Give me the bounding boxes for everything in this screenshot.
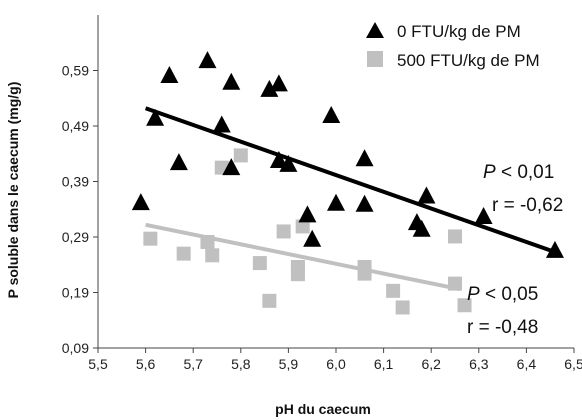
triangle-point [412, 219, 431, 237]
p-condition-1: < 0,05 [480, 284, 539, 305]
triangle-point [269, 150, 288, 168]
square-point [205, 248, 220, 263]
x-tick-label: 6,0 [326, 356, 346, 372]
legend-square-marker [367, 51, 383, 67]
x-tick-label: 6,4 [517, 356, 537, 372]
x-tick-label: 5,5 [88, 356, 108, 372]
triangle-point [303, 229, 322, 247]
legend: 0 FTU/kg de PM 500 FTU/kg de PM [366, 22, 540, 70]
triangle-point [169, 153, 188, 171]
p-value-series-0: P < 0,01 [483, 162, 554, 183]
triangle-point [222, 158, 241, 176]
square-point [448, 276, 462, 291]
y-tick-label: 0,19 [62, 285, 89, 301]
square-point [143, 231, 158, 246]
r-value-series-1: r = -0,48 [467, 317, 538, 338]
x-tick-label: 6,2 [421, 356, 441, 372]
x-tick-label: 5,6 [136, 356, 156, 372]
triangle-point [198, 51, 217, 69]
y-tick-label: 0,59 [62, 63, 89, 79]
annotations: P < 0,01 r = -0,62 P < 0,05 r = -0,48 [467, 162, 563, 338]
square-point [457, 298, 472, 313]
r-value-series-0: r = -0,62 [492, 195, 563, 216]
triangle-point [545, 240, 564, 258]
square-point [262, 293, 277, 308]
triangle-point [269, 74, 288, 92]
square-point [233, 148, 248, 163]
triangle-point [131, 193, 150, 211]
data-points [131, 51, 564, 315]
square-point [252, 256, 267, 271]
legend-item-0: 0 FTU/kg de PM [366, 22, 521, 41]
square-point [276, 224, 291, 239]
x-tick-label: 5,7 [183, 356, 203, 372]
p-symbol-0: P [483, 162, 496, 183]
y-ticks: 0,09 0,19 0,29 0,39 0,49 0,59 [62, 63, 98, 356]
x-ticks: 5,5 5,6 5,7 5,8 5,9 6,0 6,1 6,2 6,3 6,4 6,5 [88, 348, 582, 372]
square-point [386, 283, 401, 298]
y-tick-label: 0,49 [62, 118, 89, 134]
y-axis-title: P soluble dans le caecum (mg/g) [5, 82, 21, 299]
triangle-point [298, 205, 317, 223]
triangle-point [327, 193, 345, 211]
triangle-point [355, 194, 374, 212]
triangle-point [279, 154, 298, 172]
x-tick-label: 6,3 [469, 356, 489, 372]
square-point [295, 219, 310, 234]
square-point [448, 229, 462, 244]
x-tick-label: 6,1 [374, 356, 394, 372]
square-point [395, 300, 410, 315]
p-value-series-1: P < 0,05 [467, 284, 538, 305]
triangle-point [146, 108, 165, 126]
x-tick-label: 5,9 [279, 356, 299, 372]
x-axis-title: pH du caecum [275, 401, 371, 417]
triangle-point [322, 106, 341, 124]
legend-item-1: 500 FTU/kg de PM [367, 51, 540, 70]
square-point [200, 234, 215, 249]
legend-triangle-marker [366, 22, 384, 38]
p-condition-0: < 0,01 [496, 162, 555, 183]
y-tick-label: 0,09 [62, 340, 89, 356]
y-tick-label: 0,29 [62, 229, 89, 245]
triangle-point [222, 72, 241, 90]
triangle-point [417, 186, 436, 204]
square-point [290, 259, 305, 274]
p-symbol-1: P [467, 284, 480, 305]
triangle-point [474, 207, 493, 225]
triangle-point [355, 149, 374, 167]
square-point [176, 246, 191, 261]
square-point [357, 266, 372, 281]
triangle-point [212, 115, 231, 133]
legend-label-0: 0 FTU/kg de PM [397, 22, 521, 41]
x-tick-label: 6,5 [564, 356, 582, 372]
y-tick-label: 0,39 [62, 174, 89, 190]
trendline-series-1 [145, 222, 461, 292]
triangle-point [260, 79, 279, 97]
x-tick-label: 5,8 [231, 356, 251, 372]
legend-label-1: 500 FTU/kg de PM [397, 51, 540, 70]
triangle-point [160, 66, 179, 84]
